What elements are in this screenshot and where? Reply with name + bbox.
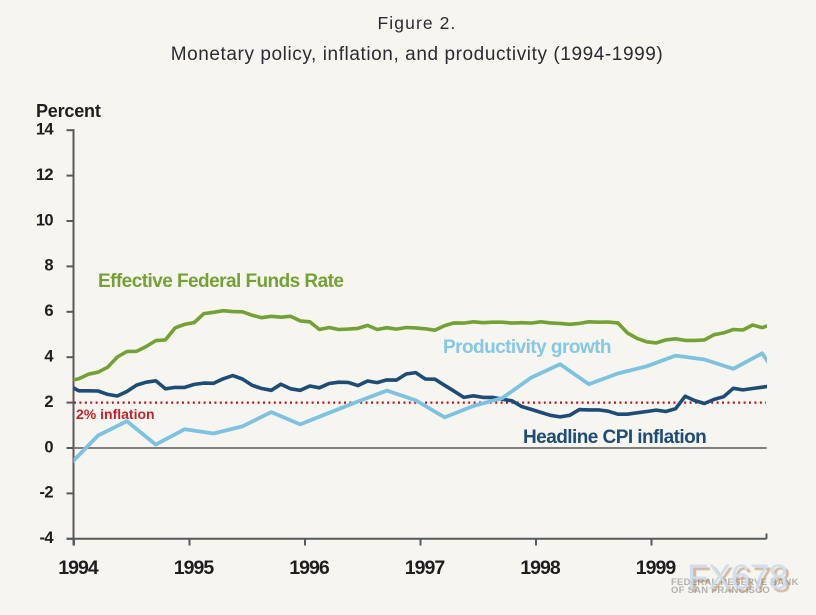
svg-text:-4: -4 (40, 529, 55, 547)
svg-text:1996: 1996 (289, 557, 330, 579)
svg-text:1997: 1997 (405, 557, 445, 579)
svg-text:1994: 1994 (58, 557, 99, 579)
svg-text:0: 0 (44, 438, 53, 456)
svg-text:12: 12 (36, 166, 54, 184)
svg-text:-2: -2 (40, 484, 54, 502)
svg-text:1995: 1995 (174, 557, 215, 579)
svg-text:4: 4 (44, 348, 54, 366)
svg-text:8: 8 (44, 257, 53, 275)
svg-text:10: 10 (36, 211, 54, 229)
svg-text:1999: 1999 (636, 557, 677, 579)
svg-text:6: 6 (44, 302, 53, 320)
svg-text:1998: 1998 (520, 557, 561, 579)
svg-text:14: 14 (36, 121, 55, 139)
svg-text:2: 2 (44, 393, 53, 411)
